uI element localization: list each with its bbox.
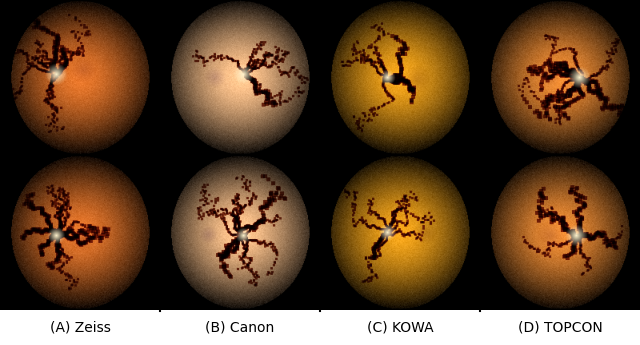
Text: (D) TOPCON: (D) TOPCON (518, 321, 602, 335)
Text: (A) Zeiss: (A) Zeiss (49, 321, 111, 335)
Text: (B) Canon: (B) Canon (205, 321, 275, 335)
Text: (C) KOWA: (C) KOWA (367, 321, 433, 335)
